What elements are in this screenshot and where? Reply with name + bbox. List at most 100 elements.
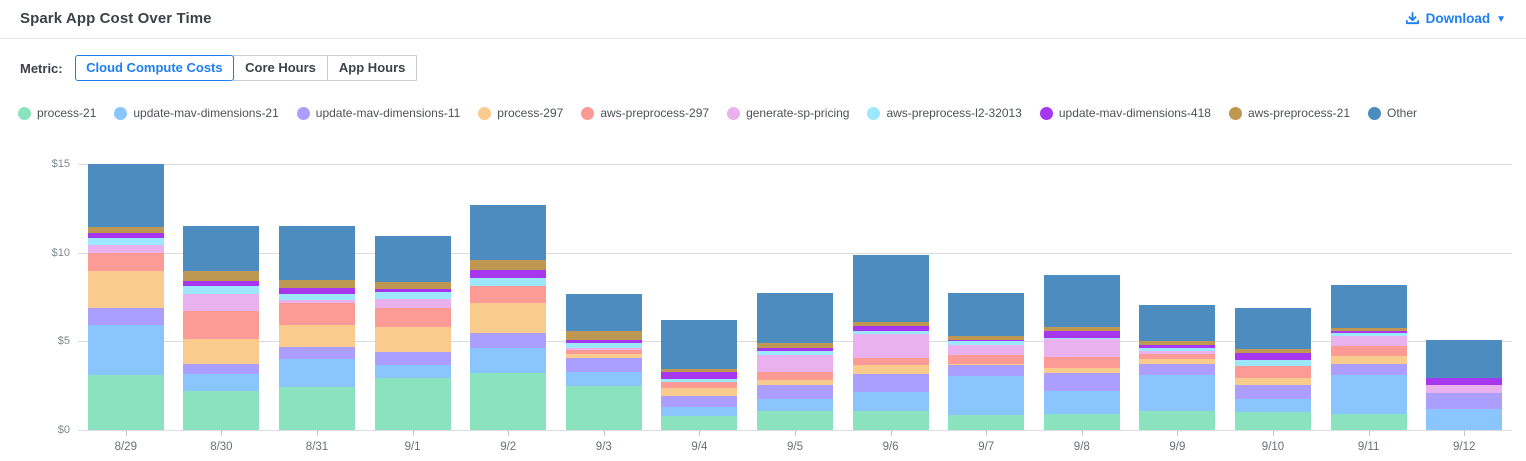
bar-segment-aws-preprocess-21[interactable] xyxy=(1330,328,1407,331)
bar-segment-update-mav-dimensions-21[interactable] xyxy=(1235,398,1311,413)
bar-segment-other[interactable] xyxy=(757,292,833,344)
bar-segment-aws-preprocess-297[interactable] xyxy=(948,354,1025,364)
bar-segment-aws-preprocess-l2-32013[interactable] xyxy=(279,293,355,300)
legend-item-aws-preprocess-l2-32013[interactable]: aws-preprocess-l2-32013 xyxy=(867,106,1022,120)
bar-segment-process-21[interactable] xyxy=(279,387,355,430)
legend-item-update-mav-dimensions-418[interactable]: update-mav-dimensions-418 xyxy=(1039,106,1211,120)
bar-segment-aws-preprocess-21[interactable] xyxy=(661,368,738,373)
bar-segment-update-mav-dimensions-11[interactable] xyxy=(948,365,1025,376)
bar-segment-process-21[interactable] xyxy=(374,377,451,430)
bar-segment-aws-preprocess-297[interactable] xyxy=(661,382,738,389)
legend-item-process-297[interactable]: process-297 xyxy=(478,106,563,120)
bar-segment-generate-sp-pricing[interactable] xyxy=(852,334,929,359)
bar-segment-aws-preprocess-21[interactable] xyxy=(948,336,1025,340)
bar-segment-aws-preprocess-21[interactable] xyxy=(279,280,355,289)
bar-segment-process-297[interactable] xyxy=(565,353,642,359)
bar-segment-generate-sp-pricing[interactable] xyxy=(279,299,355,304)
bar-segment-aws-preprocess-297[interactable] xyxy=(183,311,260,339)
bar-segment-aws-preprocess-l2-32013[interactable] xyxy=(661,378,738,383)
bar-segment-generate-sp-pricing[interactable] xyxy=(183,294,260,312)
bar-segment-update-mav-dimensions-11[interactable] xyxy=(1139,363,1216,376)
bar-segment-process-297[interactable] xyxy=(1139,359,1216,364)
bar-segment-aws-preprocess-297[interactable] xyxy=(565,350,642,354)
bar-segment-other[interactable] xyxy=(279,226,355,281)
bar-9-8[interactable] xyxy=(1043,274,1120,430)
bar-segment-generate-sp-pricing[interactable] xyxy=(374,298,451,308)
bar-segment-process-21[interactable] xyxy=(565,385,642,430)
legend-item-aws-preprocess-297[interactable]: aws-preprocess-297 xyxy=(581,106,709,120)
bar-segment-aws-preprocess-21[interactable] xyxy=(757,343,833,348)
bar-segment-update-mav-dimensions-11[interactable] xyxy=(1235,384,1311,399)
bar-segment-update-mav-dimensions-21[interactable] xyxy=(470,347,547,374)
bar-segment-aws-preprocess-21[interactable] xyxy=(1235,348,1311,353)
bar-segment-process-21[interactable] xyxy=(1235,412,1311,430)
legend-item-process-21[interactable]: process-21 xyxy=(18,106,96,120)
bar-segment-update-mav-dimensions-418[interactable] xyxy=(87,233,164,238)
bar-segment-update-mav-dimensions-21[interactable] xyxy=(852,391,929,411)
bar-8-31[interactable] xyxy=(279,226,355,430)
bar-segment-other[interactable] xyxy=(661,320,738,369)
bar-segment-update-mav-dimensions-418[interactable] xyxy=(1235,352,1311,361)
bar-segment-update-mav-dimensions-21[interactable] xyxy=(87,325,164,376)
legend-item-update-mav-dimensions-11[interactable]: update-mav-dimensions-11 xyxy=(296,106,460,120)
bar-segment-process-21[interactable] xyxy=(661,415,738,430)
bar-segment-other[interactable] xyxy=(470,204,547,260)
bar-segment-aws-preprocess-297[interactable] xyxy=(374,307,451,328)
bar-9-11[interactable] xyxy=(1330,284,1407,430)
bar-segment-update-mav-dimensions-11[interactable] xyxy=(1043,373,1120,391)
bar-segment-update-mav-dimensions-21[interactable] xyxy=(661,406,738,416)
bar-segment-process-297[interactable] xyxy=(757,380,833,385)
bar-segment-generate-sp-pricing[interactable] xyxy=(87,244,164,253)
bar-9-1[interactable] xyxy=(374,235,451,430)
bar-segment-update-mav-dimensions-11[interactable] xyxy=(183,364,260,375)
legend-item-other[interactable]: Other xyxy=(1368,106,1417,120)
bar-segment-aws-preprocess-l2-32013[interactable] xyxy=(852,330,929,335)
bar-9-12[interactable] xyxy=(1426,339,1503,430)
metric-option-core-hours[interactable]: Core Hours xyxy=(233,55,328,81)
bar-segment-update-mav-dimensions-11[interactable] xyxy=(852,374,929,392)
legend-item-generate-sp-pricing[interactable]: generate-sp-pricing xyxy=(727,106,849,120)
bar-segment-process-297[interactable] xyxy=(1235,377,1311,385)
bar-segment-other[interactable] xyxy=(565,293,642,331)
bar-segment-update-mav-dimensions-21[interactable] xyxy=(1426,408,1503,430)
bar-segment-process-297[interactable] xyxy=(87,271,164,308)
metric-option-cloud-compute-costs[interactable]: Cloud Compute Costs xyxy=(74,55,235,81)
bar-segment-aws-preprocess-297[interactable] xyxy=(470,285,547,304)
bar-segment-process-21[interactable] xyxy=(183,391,260,430)
bar-segment-generate-sp-pricing[interactable] xyxy=(948,344,1025,355)
bar-9-6[interactable] xyxy=(852,254,929,430)
bar-9-10[interactable] xyxy=(1235,307,1311,430)
bar-9-3[interactable] xyxy=(565,293,642,430)
bar-segment-update-mav-dimensions-11[interactable] xyxy=(565,358,642,372)
bar-segment-process-21[interactable] xyxy=(1330,414,1407,430)
bar-segment-aws-preprocess-297[interactable] xyxy=(757,371,833,381)
legend-item-update-mav-dimensions-21[interactable]: update-mav-dimensions-21 xyxy=(114,106,279,120)
bar-segment-update-mav-dimensions-418[interactable] xyxy=(1139,344,1216,349)
bar-segment-update-mav-dimensions-418[interactable] xyxy=(757,347,833,352)
bar-segment-aws-preprocess-l2-32013[interactable] xyxy=(948,341,1025,345)
bar-segment-update-mav-dimensions-418[interactable] xyxy=(1426,377,1503,385)
bar-segment-generate-sp-pricing[interactable] xyxy=(757,354,833,372)
bar-segment-process-21[interactable] xyxy=(470,373,547,430)
bar-segment-process-21[interactable] xyxy=(852,410,929,430)
bar-segment-process-297[interactable] xyxy=(374,327,451,352)
bar-segment-aws-preprocess-297[interactable] xyxy=(852,358,929,366)
download-button[interactable]: Download ▼ xyxy=(1405,11,1506,26)
bar-segment-process-21[interactable] xyxy=(757,411,833,430)
bar-segment-process-21[interactable] xyxy=(1139,411,1216,430)
bar-segment-update-mav-dimensions-11[interactable] xyxy=(1330,363,1407,376)
bar-segment-update-mav-dimensions-418[interactable] xyxy=(948,339,1025,342)
bar-segment-process-297[interactable] xyxy=(1043,367,1120,374)
bar-segment-generate-sp-pricing[interactable] xyxy=(1043,338,1120,358)
bar-segment-update-mav-dimensions-21[interactable] xyxy=(279,359,355,388)
bar-segment-update-mav-dimensions-11[interactable] xyxy=(374,351,451,366)
bar-segment-update-mav-dimensions-21[interactable] xyxy=(374,365,451,378)
bar-segment-other[interactable] xyxy=(1043,274,1120,328)
bar-segment-aws-preprocess-21[interactable] xyxy=(87,227,164,234)
bar-segment-other[interactable] xyxy=(948,292,1025,337)
legend-item-aws-preprocess-21[interactable]: aws-preprocess-21 xyxy=(1228,106,1350,120)
bar-segment-update-mav-dimensions-418[interactable] xyxy=(470,270,547,278)
bar-segment-process-21[interactable] xyxy=(948,414,1025,430)
bar-segment-generate-sp-pricing[interactable] xyxy=(1330,336,1407,346)
bar-segment-other[interactable] xyxy=(1139,305,1216,342)
